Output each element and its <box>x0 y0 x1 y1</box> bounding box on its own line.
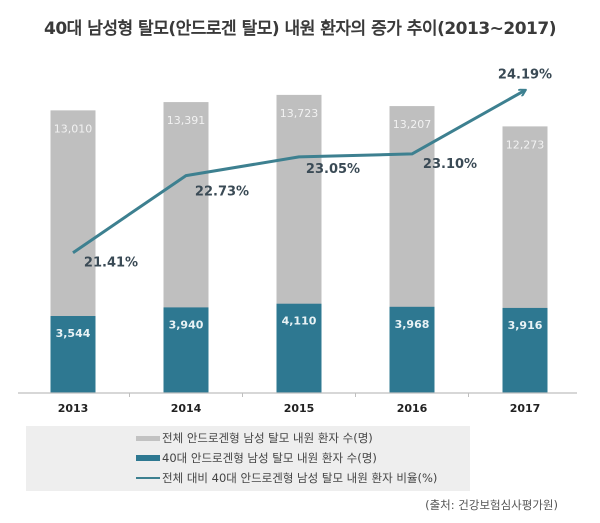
legend-swatch-total <box>136 435 160 441</box>
ratio-label-2013: 21.41% <box>84 256 138 271</box>
bar-total-label-2013: 13,010 <box>54 122 93 135</box>
bar-forty-label-2017: 3,916 <box>508 319 543 332</box>
legend-item-forty: 40대 안드로겐형 남성 탈모 내원 환자 수(명) <box>136 448 377 468</box>
legend-item-total: 전체 안드로겐형 남성 탈모 내원 환자 수(명) <box>136 428 373 448</box>
x-tick-label-2014: 2014 <box>171 402 202 415</box>
x-tick-label-2013: 2013 <box>58 402 89 415</box>
legend-item-ratio: 전체 대비 40대 안드로겐형 남성 탈모 내원 환자 비율(%) <box>136 468 437 488</box>
x-tick-label-2017: 2017 <box>510 402 541 415</box>
source-note: (출처: 건강보험심사평가원) <box>425 498 558 512</box>
bar-total-label-2015: 13,723 <box>280 107 319 120</box>
x-tick-label-2016: 2016 <box>397 402 428 415</box>
bar-forty-2015 <box>276 303 322 393</box>
legend-label-total: 전체 안드로겐형 남성 탈모 내원 환자 수(명) <box>162 431 373 445</box>
legend-label-ratio: 전체 대비 40대 안드로겐형 남성 탈모 내원 환자 비율(%) <box>162 471 438 485</box>
bar-forty-label-2015: 4,110 <box>282 315 317 328</box>
ratio-label-2017: 24.19% <box>498 67 552 82</box>
ratio-label-2015: 23.05% <box>306 162 360 177</box>
x-tick-label-2015: 2015 <box>284 402 315 415</box>
bar-total-label-2016: 13,207 <box>393 118 432 131</box>
chart-plot: 13,010 3,544 13,391 3,940 13,723 4,110 13,207 3… <box>18 67 577 415</box>
bar-total-label-2014: 13,391 <box>167 114 206 127</box>
bar-forty-2017 <box>502 307 548 393</box>
bar-forty-label-2013: 3,544 <box>56 327 91 340</box>
chart-title: 40대 남성형 탈모(안드로겐 탈모) 내원 환자의 증가 추이(2013~20… <box>44 19 556 39</box>
bar-total-label-2017: 12,273 <box>506 138 545 151</box>
bar-forty-2013 <box>50 316 96 393</box>
bar-forty-label-2016: 3,968 <box>395 318 430 331</box>
legend-label-forty: 40대 안드로겐형 남성 탈모 내원 환자 수(명) <box>162 451 377 465</box>
legend-swatch-forty <box>136 455 160 461</box>
ratio-label-2016: 23.10% <box>423 157 477 172</box>
bar-forty-label-2014: 3,940 <box>169 318 204 331</box>
bar-forty-2014 <box>163 307 209 393</box>
bar-forty-2016 <box>389 306 435 393</box>
ratio-label-2014: 22.73% <box>195 185 249 200</box>
legend: 전체 안드로겐형 남성 탈모 내원 환자 수(명) 40대 안드로겐형 남성 탈… <box>26 426 470 491</box>
legend-swatch-ratio <box>136 477 160 479</box>
